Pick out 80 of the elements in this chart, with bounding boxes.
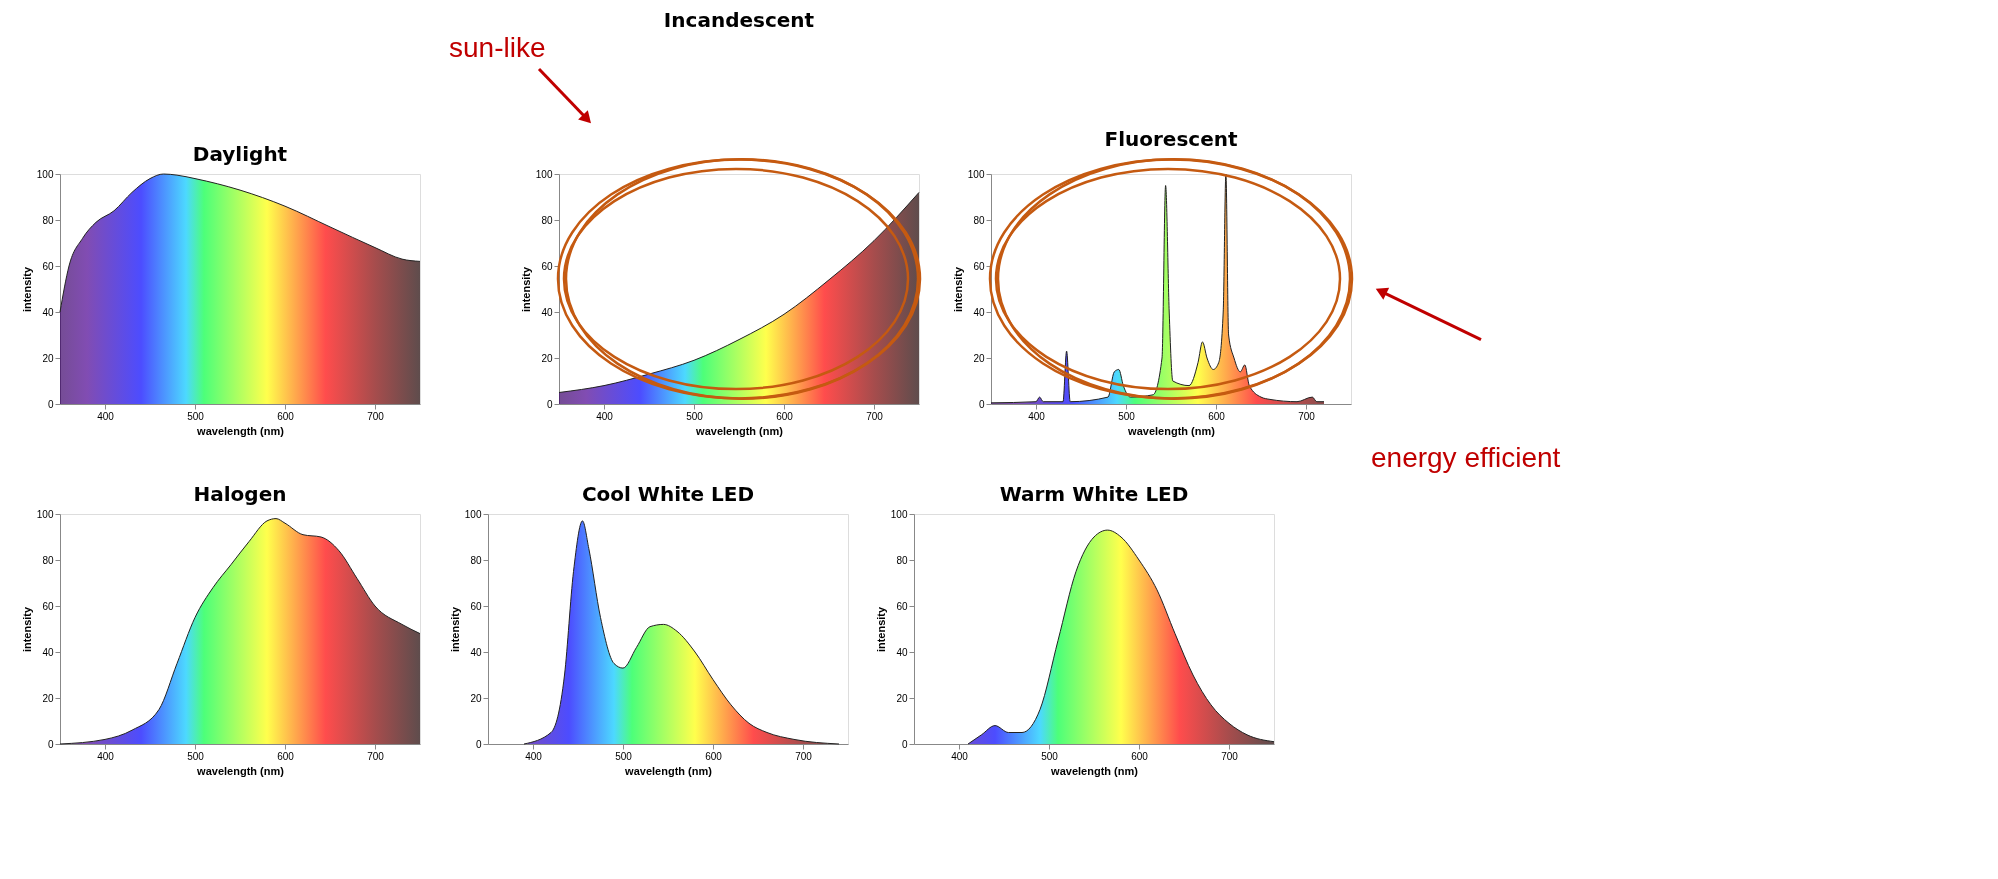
y-tick-label: 0 — [475, 738, 482, 750]
chart-title: Daylight — [192, 142, 288, 166]
y-axis-title: intensity — [448, 606, 461, 653]
chart-title: Halogen — [193, 482, 287, 506]
text: sun-like — [449, 32, 546, 63]
x-tick-label: 700 — [866, 410, 884, 422]
y-tick-label: 40 — [42, 646, 54, 658]
y-axis-title: intensity — [20, 266, 33, 313]
y-tick-label: 100 — [36, 508, 54, 520]
y-tick-label: 80 — [541, 214, 553, 226]
y-tick-label: 60 — [541, 260, 553, 272]
chart-title: Fluorescent — [1104, 127, 1238, 152]
y-tick-label: 0 — [546, 398, 553, 410]
y-tick-label: 60 — [896, 600, 908, 612]
x-tick-label: 600 — [277, 750, 295, 762]
y-tick-label: 80 — [896, 554, 908, 566]
y-tick-label: 100 — [535, 168, 553, 180]
x-tick-label: 400 — [1028, 410, 1046, 422]
x-tick-label: 500 — [1041, 750, 1059, 762]
y-tick-label: 80 — [42, 214, 54, 226]
y-axis-title: intensity — [951, 266, 964, 313]
y-tick-label: 100 — [464, 508, 482, 520]
y-tick-label: 40 — [42, 306, 54, 318]
y-tick-label: 20 — [973, 352, 985, 364]
y-tick-label: 80 — [470, 554, 482, 566]
chart-title: Incandescent — [663, 8, 815, 32]
y-tick-label: 20 — [896, 692, 908, 704]
x-tick-label: 600 — [1131, 750, 1149, 762]
y-tick-label: 40 — [470, 646, 482, 658]
x-tick-label: 500 — [686, 410, 704, 422]
y-axis-title: intensity — [519, 266, 532, 313]
y-tick-label: 0 — [47, 738, 54, 750]
y-tick-label: 60 — [42, 600, 54, 612]
y-tick-label: 20 — [541, 352, 553, 364]
y-tick-label: 100 — [36, 168, 54, 180]
x-tick-label: 700 — [1298, 410, 1316, 422]
x-tick-label: 700 — [367, 410, 385, 422]
x-tick-label: 600 — [776, 410, 794, 422]
y-tick-label: 60 — [470, 600, 482, 612]
x-tick-label: 500 — [1118, 410, 1136, 422]
y-tick-label: 20 — [42, 352, 54, 364]
x-tick-label: 600 — [1208, 410, 1226, 422]
y-tick-label: 20 — [470, 692, 482, 704]
x-axis-title: wavelength (nm) — [196, 424, 285, 437]
x-tick-label: 500 — [615, 750, 633, 762]
x-axis-title: wavelength (nm) — [196, 764, 285, 777]
x-tick-label: 400 — [97, 410, 115, 422]
y-tick-label: 100 — [890, 508, 908, 520]
y-tick-label: 80 — [973, 214, 985, 226]
y-tick-label: 0 — [901, 738, 908, 750]
x-tick-label: 400 — [525, 750, 543, 762]
x-axis-title: wavelength (nm) — [1050, 764, 1139, 777]
y-axis-title: intensity — [874, 606, 887, 653]
x-axis-title: wavelength (nm) — [695, 424, 784, 437]
x-tick-label: 700 — [367, 750, 385, 762]
x-tick-label: 600 — [277, 410, 295, 422]
y-tick-label: 60 — [973, 260, 985, 272]
x-tick-label: 700 — [795, 750, 813, 762]
chart-title: Cool White LED — [581, 482, 755, 506]
y-tick-label: 40 — [541, 306, 553, 318]
x-tick-label: 500 — [187, 750, 205, 762]
x-tick-label: 400 — [97, 750, 115, 762]
x-tick-label: 700 — [1221, 750, 1239, 762]
x-tick-label: 600 — [705, 750, 723, 762]
x-tick-label: 400 — [951, 750, 969, 762]
y-tick-label: 80 — [42, 554, 54, 566]
x-axis-title: wavelength (nm) — [1127, 424, 1216, 437]
text: energy efficient — [1371, 442, 1561, 473]
y-axis-title: intensity — [20, 606, 33, 653]
y-tick-label: 40 — [973, 306, 985, 318]
y-tick-label: 100 — [967, 168, 985, 180]
chart-title: Warm White LED — [999, 482, 1189, 506]
y-tick-label: 40 — [896, 646, 908, 658]
y-tick-label: 0 — [978, 398, 985, 410]
x-axis-title: wavelength (nm) — [624, 764, 713, 777]
y-tick-label: 0 — [47, 398, 54, 410]
y-tick-label: 60 — [42, 260, 54, 272]
y-tick-label: 20 — [42, 692, 54, 704]
x-tick-label: 500 — [187, 410, 205, 422]
x-tick-label: 400 — [596, 410, 614, 422]
